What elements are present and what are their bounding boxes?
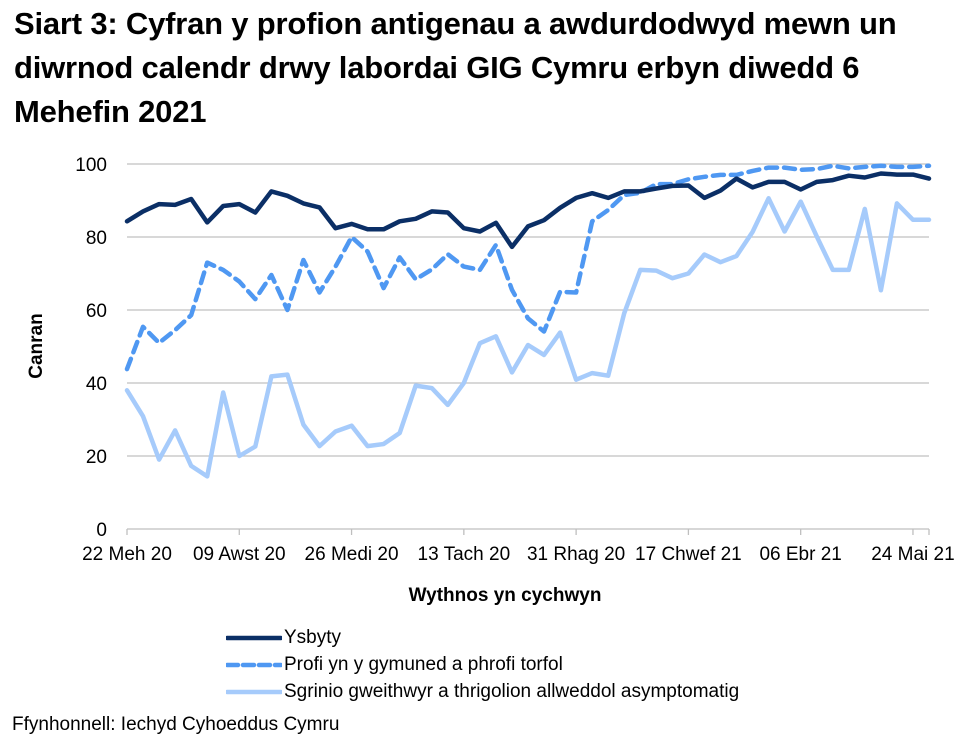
legend-item-screening: Sgrinio gweithwyr a thrigolion allweddol… <box>226 678 739 705</box>
line-chart: 0 20 40 60 80 100 22 Meh 20 09 Awst 20 26 Medi … <box>26 155 955 565</box>
data-series <box>124 163 932 479</box>
legend-label: Profi yn y gymuned a phrofi torfol <box>284 653 563 675</box>
legend-label: Sgrinio gweithwyr a thrigolion allweddol… <box>284 680 740 702</box>
x-axis: 22 Meh 20 09 Awst 20 26 Medi 20 13 Tach 20 3… <box>82 529 955 565</box>
x-tick-label: 31 Rhag 20 <box>527 544 625 565</box>
series-line-ysbyty <box>124 171 932 250</box>
legend-swatch-dashed-blue <box>226 662 282 667</box>
legend-item-community: Profi yn y gymuned a phrofi torfol <box>226 651 739 678</box>
source-note: Ffynhonnell: Iechyd Cyhoeddus Cymru <box>12 714 340 735</box>
legend-swatch-solid-lightblue <box>226 689 282 694</box>
y-axis-label: Canran <box>26 313 47 378</box>
y-tick-label: 40 <box>86 374 107 395</box>
x-tick-label: 17 Chwef 21 <box>635 544 742 565</box>
legend-label: Ysbyty <box>284 626 342 648</box>
x-tick-label: 26 Medi 20 <box>305 544 399 565</box>
y-tick-label: 100 <box>75 155 107 176</box>
y-tick-label: 80 <box>86 228 107 249</box>
x-tick-label: 13 Tach 20 <box>418 544 511 565</box>
y-tick-label: 0 <box>96 520 107 541</box>
series-line-community-testing <box>124 163 932 372</box>
x-tick-label: 06 Ebr 21 <box>759 544 841 565</box>
x-tick-label: 22 Meh 20 <box>82 544 172 565</box>
legend-swatch-solid-navy <box>226 635 282 640</box>
chart-title: Siart 3: Cyfran y profion antigenau a aw… <box>14 6 897 129</box>
x-tick-label: 24 Mai 21 <box>871 544 954 565</box>
y-axis-ticks: 0 20 40 60 80 100 <box>75 155 107 541</box>
y-tick-label: 20 <box>86 447 107 468</box>
legend: Ysbyty Profi yn y gymuned a phrofi torfo… <box>226 624 739 705</box>
gridlines <box>127 163 929 530</box>
y-tick-label: 60 <box>86 301 107 322</box>
legend-item-ysbyty: Ysbyty <box>226 624 739 651</box>
series-line-asymptomatic-screening <box>124 196 932 479</box>
x-axis-label: Wythnos yn cychwyn <box>408 585 602 606</box>
x-tick-label: 09 Awst 20 <box>193 544 286 565</box>
